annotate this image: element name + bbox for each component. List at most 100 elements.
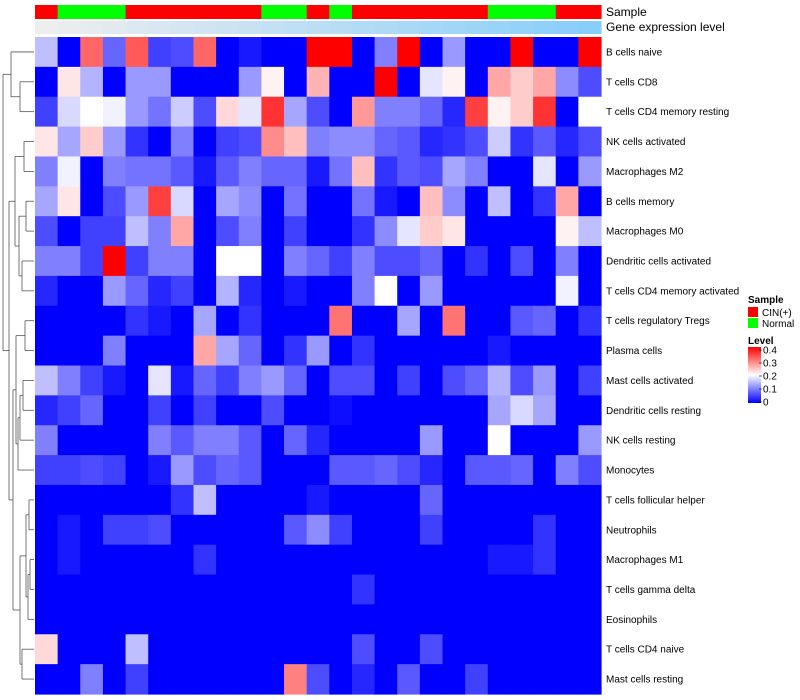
heatmap-cell	[578, 275, 602, 307]
heatmap-cell	[216, 66, 240, 98]
heatmap-cell	[125, 455, 149, 486]
row-label: Macrophages M1	[606, 555, 684, 566]
heatmap-cell	[80, 544, 104, 576]
heatmap-cell	[351, 425, 376, 456]
heatmap-cell	[284, 574, 308, 606]
heatmap-cell	[397, 425, 421, 456]
heatmap-cell	[80, 96, 104, 128]
heatmap-cell	[57, 335, 81, 367]
heatmap-cell	[80, 305, 104, 337]
heatmap-cell	[148, 544, 172, 576]
heatmap-cell	[238, 156, 262, 187]
heatmap-cell	[102, 455, 127, 486]
heatmap-cell	[102, 246, 127, 277]
heatmap-cell	[125, 335, 149, 367]
heatmap-cell	[419, 455, 444, 486]
heatmap-cell	[216, 514, 240, 546]
heatmap-cell	[35, 126, 59, 158]
heatmap-cell	[419, 96, 444, 128]
heatmap-cell	[238, 335, 262, 367]
heatmap-cell	[351, 275, 376, 307]
heatmap-cell	[216, 455, 240, 486]
heatmap-cell	[216, 544, 240, 576]
heatmap-cell	[351, 514, 376, 546]
heatmap-cell	[397, 514, 421, 546]
heatmap-cell	[148, 66, 172, 98]
heatmap-cell	[170, 425, 195, 456]
heatmap-cell	[261, 514, 285, 546]
heatmap-cell	[35, 246, 59, 277]
sample-track-cell	[261, 5, 285, 19]
heatmap-cell	[125, 395, 149, 426]
heatmap-cell	[351, 156, 376, 187]
heatmap-cell	[306, 455, 330, 486]
level-track-cell	[170, 21, 195, 34]
sample-track-cell	[102, 5, 127, 19]
heatmap-cell	[351, 66, 376, 98]
heatmap-cell	[261, 156, 285, 187]
level-track-cell	[533, 21, 557, 34]
heatmap-cell	[533, 275, 557, 307]
heatmap-cell	[510, 335, 534, 367]
heatmap-cell	[533, 186, 557, 217]
level-track-cell	[80, 21, 104, 34]
heatmap-cell	[578, 246, 602, 277]
heatmap-cell	[419, 37, 444, 68]
heatmap-cell	[465, 186, 489, 217]
heatmap-cell	[148, 395, 172, 426]
heatmap-cell	[148, 365, 172, 396]
heatmap-cell	[351, 37, 376, 68]
sample-track-cell	[329, 5, 353, 19]
heatmap-cell	[35, 66, 59, 98]
heatmap-cell	[238, 365, 262, 396]
heatmap-cell	[148, 604, 172, 635]
heatmap-cell	[170, 484, 195, 516]
heatmap-cell	[193, 216, 217, 247]
heatmap-cell	[284, 335, 308, 367]
heatmap-cell	[374, 66, 398, 98]
sample-annotation-track	[35, 5, 602, 19]
heatmap-cell	[555, 574, 579, 606]
heatmap-cell	[261, 455, 285, 486]
heatmap-cell	[306, 574, 330, 606]
heatmap-cell	[555, 484, 579, 516]
heatmap-cell	[261, 604, 285, 635]
row-label: Dendritic cells resting	[606, 406, 701, 417]
heatmap-cell	[351, 365, 376, 396]
heatmap-cell	[80, 335, 104, 367]
heatmap-cell	[555, 275, 579, 307]
heatmap-cell	[465, 216, 489, 247]
heatmap-cell	[57, 186, 81, 217]
heatmap-cell	[465, 544, 489, 576]
heatmap-cell	[419, 66, 444, 98]
heatmap-cell	[193, 305, 217, 337]
heatmap-cell	[510, 37, 534, 68]
heatmap-cell	[555, 305, 579, 337]
heatmap-cell	[510, 275, 534, 307]
heatmap-cell	[125, 275, 149, 307]
heatmap-cell	[351, 216, 376, 247]
heatmap-cell	[57, 544, 81, 576]
heatmap-cell	[510, 305, 534, 337]
heatmap-cell	[442, 335, 466, 367]
heatmap-cell	[555, 186, 579, 217]
heatmap-cell	[125, 126, 149, 158]
heatmap-cell	[80, 604, 104, 635]
heatmap-cell	[306, 156, 330, 187]
heatmap-cell	[284, 664, 308, 695]
heatmap-cell	[329, 37, 353, 68]
heatmap-cell	[125, 216, 149, 247]
heatmap-cell	[487, 246, 512, 277]
heatmap-cell	[57, 37, 81, 68]
heatmap-cell	[284, 96, 308, 128]
heatmap-cell	[261, 96, 285, 128]
heatmap-cell	[397, 305, 421, 337]
heatmap-cell	[465, 574, 489, 606]
heatmap-cell	[284, 246, 308, 277]
row-label: Mast cells resting	[606, 675, 683, 686]
heatmap-cell	[216, 126, 240, 158]
level-track-cell	[125, 21, 149, 34]
heatmap-cell	[216, 664, 240, 695]
heatmap-cell	[578, 216, 602, 247]
heatmap-cell	[533, 126, 557, 158]
